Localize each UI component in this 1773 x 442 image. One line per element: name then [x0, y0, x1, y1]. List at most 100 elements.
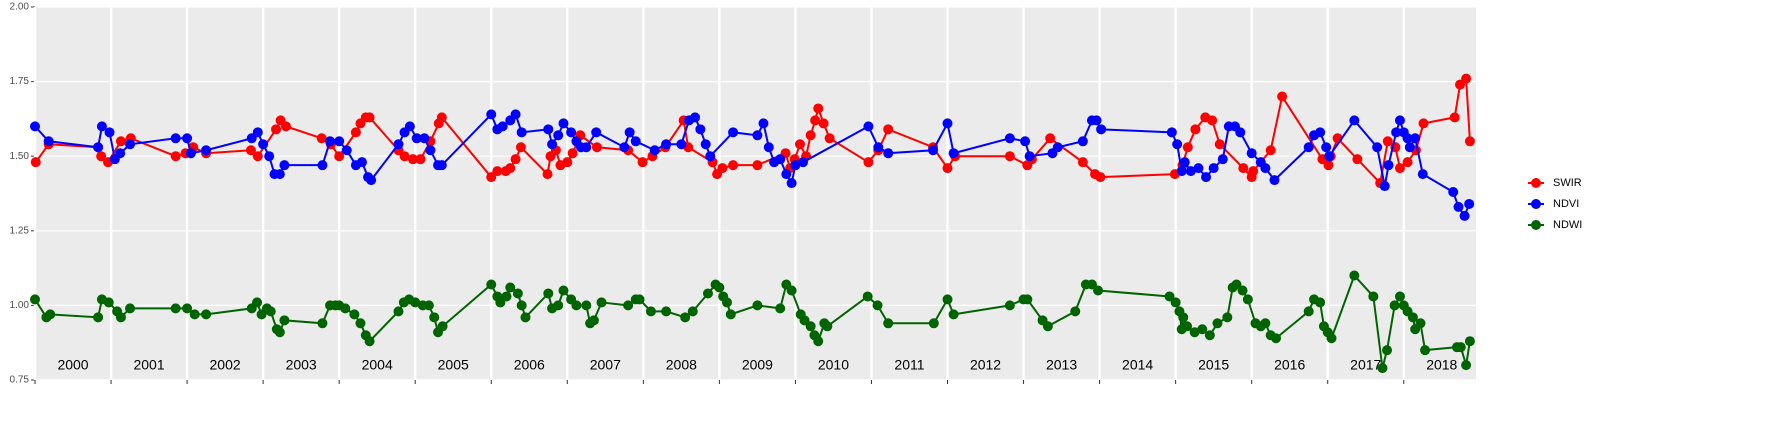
- data-point: [497, 121, 508, 132]
- data-point: [252, 297, 263, 308]
- data-point: [410, 297, 421, 308]
- year-label: 2011: [894, 357, 924, 373]
- data-point: [687, 306, 698, 317]
- legend-key-point: [1531, 220, 1541, 230]
- data-point: [873, 142, 884, 153]
- data-point: [265, 306, 276, 317]
- data-point: [588, 315, 599, 326]
- data-point: [775, 303, 786, 314]
- data-point: [1235, 127, 1246, 138]
- data-point: [717, 163, 728, 174]
- data-point: [1185, 166, 1196, 177]
- data-point: [1372, 142, 1383, 153]
- data-point: [185, 148, 196, 159]
- data-point: [429, 312, 440, 323]
- data-point: [1352, 154, 1363, 165]
- data-point: [567, 148, 578, 159]
- y-tick-label: 1.75: [10, 76, 30, 87]
- data-point: [1368, 291, 1379, 302]
- data-point: [553, 130, 564, 141]
- data-point: [1315, 127, 1326, 138]
- data-point: [883, 124, 894, 135]
- data-point: [619, 142, 630, 153]
- data-point: [1394, 291, 1405, 302]
- data-point: [752, 300, 763, 311]
- data-point: [1204, 330, 1215, 341]
- data-point: [93, 142, 104, 153]
- data-point: [103, 297, 114, 308]
- year-label: 2003: [286, 357, 317, 373]
- data-point: [676, 139, 687, 150]
- data-point: [1182, 321, 1193, 332]
- data-point: [407, 154, 418, 165]
- data-point: [30, 157, 41, 168]
- data-point: [1315, 297, 1326, 308]
- data-point: [437, 321, 448, 332]
- data-point: [45, 309, 56, 320]
- data-point: [634, 294, 645, 305]
- data-point: [1418, 118, 1429, 129]
- data-point: [763, 142, 774, 153]
- data-point: [553, 300, 564, 311]
- data-point: [182, 133, 193, 144]
- data-point: [510, 109, 521, 120]
- data-point: [1464, 198, 1475, 209]
- data-point: [542, 169, 553, 180]
- data-point: [1271, 333, 1282, 344]
- data-point: [571, 300, 582, 311]
- y-tick-label: 0.75: [10, 375, 30, 386]
- data-point: [1415, 318, 1426, 329]
- data-point: [818, 118, 829, 129]
- data-point: [942, 294, 953, 305]
- year-label: 2002: [210, 357, 241, 373]
- data-point: [366, 175, 377, 186]
- data-point: [1166, 127, 1177, 138]
- data-point: [824, 133, 835, 144]
- data-point: [728, 160, 739, 171]
- data-point: [340, 303, 351, 314]
- data-point: [1448, 187, 1459, 198]
- data-point: [486, 109, 497, 120]
- data-point: [334, 136, 345, 147]
- data-point: [96, 121, 107, 132]
- data-point: [170, 303, 181, 314]
- data-point: [436, 112, 447, 123]
- data-point: [512, 288, 523, 299]
- data-point: [581, 142, 592, 153]
- data-point: [1004, 151, 1015, 162]
- data-point: [1394, 163, 1405, 174]
- data-point: [258, 139, 269, 150]
- data-point: [182, 303, 193, 314]
- legend-label: SWIR: [1553, 177, 1582, 189]
- data-point: [1383, 160, 1394, 171]
- data-point: [623, 300, 634, 311]
- data-point: [813, 103, 824, 114]
- data-point: [274, 327, 285, 338]
- data-point: [1464, 136, 1475, 147]
- data-point: [700, 139, 711, 150]
- data-point: [690, 112, 701, 123]
- data-point: [279, 315, 290, 326]
- data-point: [1464, 336, 1475, 347]
- data-point: [883, 318, 894, 329]
- data-point: [1222, 312, 1233, 323]
- data-point: [1461, 73, 1472, 84]
- data-point: [543, 124, 554, 135]
- data-point: [501, 291, 512, 302]
- data-point: [1024, 151, 1035, 162]
- data-point: [419, 133, 430, 144]
- y-tick-label: 1.50: [10, 151, 30, 162]
- data-point: [1402, 133, 1413, 144]
- data-point: [505, 282, 516, 293]
- data-point: [316, 133, 327, 144]
- data-point: [1004, 133, 1015, 144]
- data-point: [1248, 166, 1259, 177]
- data-point: [758, 118, 769, 129]
- data-point: [1404, 142, 1415, 153]
- data-point: [349, 309, 360, 320]
- data-point: [264, 151, 275, 162]
- data-point: [274, 169, 285, 180]
- data-point: [752, 160, 763, 171]
- y-tick-label: 1.00: [10, 300, 30, 311]
- data-point: [1303, 306, 1314, 317]
